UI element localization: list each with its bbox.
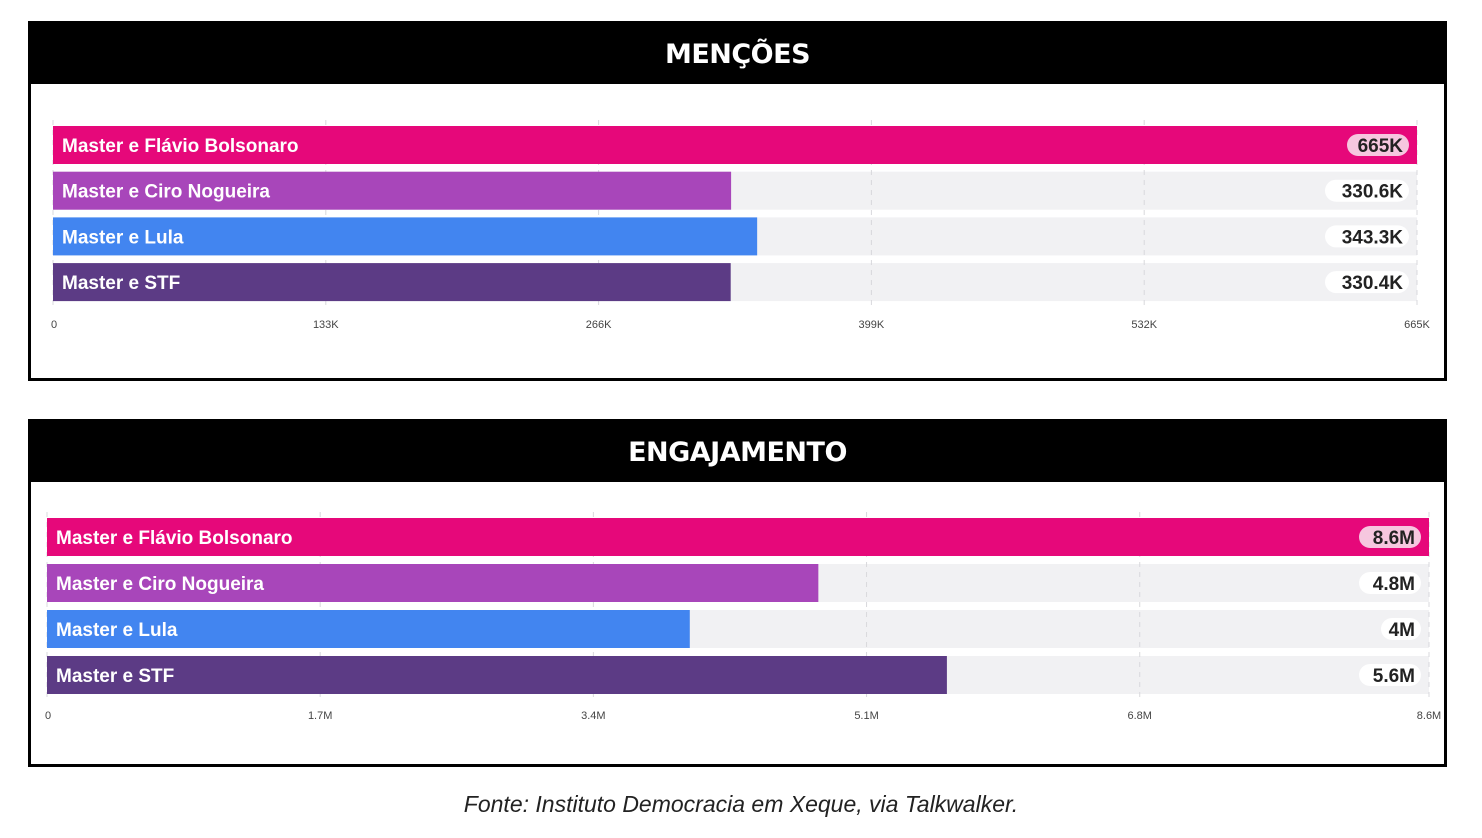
bar-category-label: Master e Ciro Nogueira: [62, 182, 270, 203]
bar-category-label: Master e Flávio Bolsonaro: [56, 528, 293, 549]
bar-value-label: 330.4K: [1342, 273, 1404, 294]
bar: [53, 126, 1417, 164]
bar-value-label: 5.6M: [1373, 666, 1415, 687]
bar-category-label: Master e Lula: [56, 620, 178, 641]
engajamento-panel: ENGAJAMENTO Master e Flávio Bolsonaro 8.6…: [28, 419, 1447, 767]
chart-title: MENÇÕES: [31, 24, 1444, 84]
value-pill: [1347, 134, 1409, 156]
x-tick-label: 0: [45, 710, 51, 722]
value-pill: [1381, 618, 1421, 640]
bar: [47, 656, 947, 694]
x-tick-label: 532K: [1131, 319, 1157, 331]
mencoes-panel: MENÇÕES Master e Flávio Bolsonaro 665K Mas…: [28, 21, 1447, 381]
bar: [53, 171, 732, 210]
x-tick-label: 133K: [313, 319, 339, 331]
mencoes-chart: Master e Flávio Bolsonaro 665K Master e Ci…: [51, 120, 1431, 331]
value-pill: [1325, 271, 1409, 294]
bar: [53, 263, 731, 302]
bar-category-label: Master e STF: [56, 666, 174, 687]
x-tick-label: 399K: [859, 319, 885, 331]
x-tick-label: 3.4M: [581, 710, 605, 722]
x-tick-label: 8.6M: [1417, 710, 1441, 722]
bar: [53, 217, 758, 256]
bar-category-label: Master e Ciro Nogueira: [56, 574, 264, 595]
bar-value-label: 665K: [1358, 136, 1404, 157]
x-tick-label: 665K: [1404, 319, 1430, 331]
x-tick-label: 1.7M: [308, 710, 332, 722]
bar-value-label: 4.8M: [1373, 574, 1415, 595]
x-tick-label: 0: [51, 319, 57, 331]
bar-value-label: 343.3K: [1342, 227, 1404, 248]
bar-category-label: Master e Lula: [62, 227, 184, 248]
value-pill: [1325, 179, 1409, 202]
bar: [47, 564, 819, 602]
value-pill: [1359, 664, 1421, 686]
x-tick-label: 5.1M: [854, 710, 878, 722]
value-pill: [1325, 225, 1409, 248]
chart-title: ENGAJAMENTO: [31, 422, 1444, 482]
bar-category-label: Master e Flávio Bolsonaro: [62, 136, 299, 157]
bar-category-label: Master e STF: [62, 273, 180, 294]
x-tick-label: 6.8M: [1128, 710, 1152, 722]
bar: [47, 518, 1429, 556]
bar-value-label: 8.6M: [1373, 528, 1415, 549]
bar-value-label: 4M: [1389, 620, 1415, 641]
engajamento-chart: Master e Flávio Bolsonaro 8.6M Master e Ci…: [45, 512, 1441, 722]
source-caption: Fonte: Instituto Democracia em Xeque, vi…: [463, 791, 1019, 817]
bar-value-label: 330.6K: [1342, 182, 1404, 203]
bar: [47, 610, 690, 648]
value-pill: [1359, 572, 1421, 594]
x-tick-label: 266K: [586, 319, 612, 331]
value-pill: [1359, 526, 1421, 548]
